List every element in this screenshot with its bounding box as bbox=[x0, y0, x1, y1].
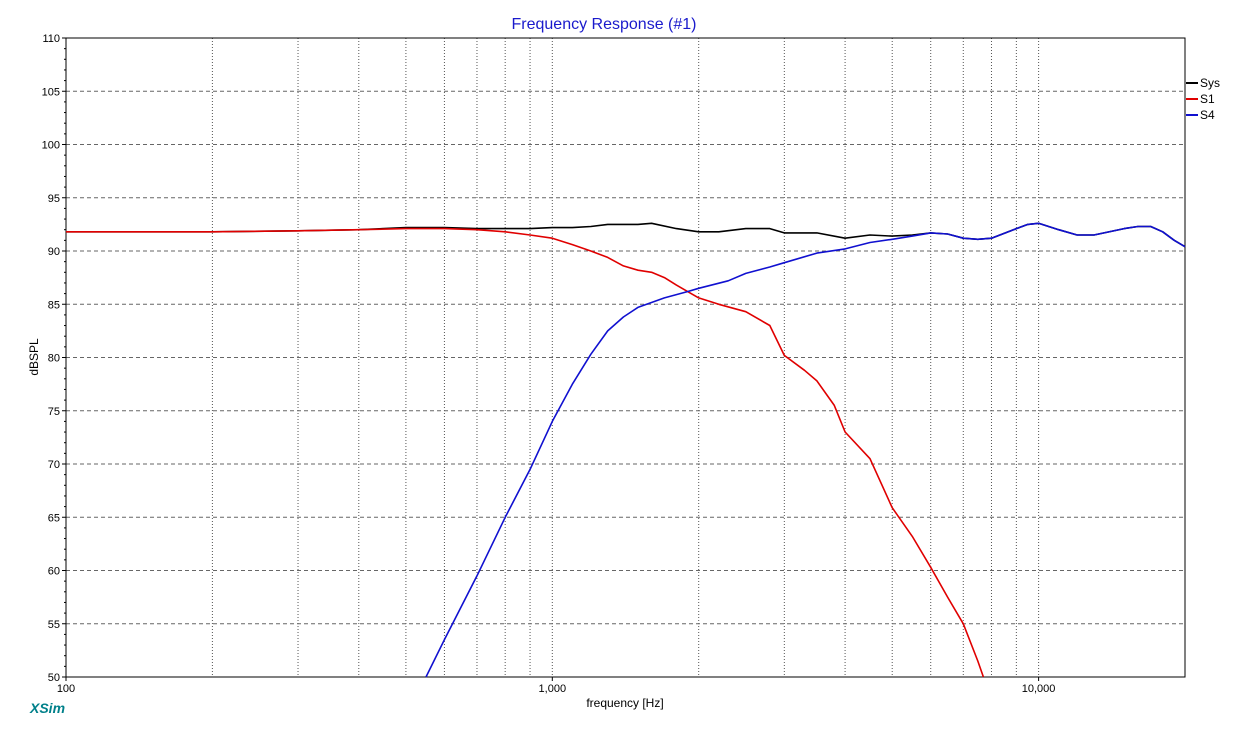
legend-label-s4: S4 bbox=[1200, 108, 1215, 122]
y-axis-ticks: 50 55 60 65 70 75 80 85 90 95 100 105 110 bbox=[42, 33, 66, 684]
x-tick-label: 1,000 bbox=[539, 683, 567, 695]
y-tick-label: 105 bbox=[42, 86, 60, 98]
y-tick-label: 110 bbox=[42, 33, 60, 45]
y-tick-label: 80 bbox=[48, 353, 60, 365]
series-lines bbox=[66, 222, 1186, 678]
brand-logo: XSim bbox=[29, 700, 65, 716]
legend: Sys S1 S4 bbox=[1186, 76, 1220, 122]
y-tick-label: 95 bbox=[48, 193, 60, 205]
legend-label-sys: Sys bbox=[1200, 76, 1220, 90]
chart-title: Frequency Response (#1) bbox=[512, 16, 697, 33]
y-tick-label: 75 bbox=[48, 406, 60, 418]
y-tick-label: 85 bbox=[48, 299, 60, 311]
y-tick-label: 70 bbox=[48, 459, 60, 471]
series-line-sys bbox=[66, 222, 1186, 248]
series-line-s1 bbox=[66, 227, 985, 678]
x-tick-label: 100 bbox=[57, 683, 75, 695]
y-tick-label: 60 bbox=[48, 566, 60, 578]
grid-lines bbox=[66, 38, 1185, 677]
series-line-s4 bbox=[425, 222, 1186, 678]
plot-area-frame bbox=[65, 37, 1186, 678]
x-tick-label: 10,000 bbox=[1022, 683, 1056, 695]
y-tick-label: 50 bbox=[48, 672, 60, 684]
x-axis-label: frequency [Hz] bbox=[586, 696, 663, 710]
y-tick-label: 55 bbox=[48, 619, 60, 631]
y-tick-label: 90 bbox=[48, 246, 60, 258]
y-axis-label: dBSPL bbox=[27, 338, 41, 376]
y-tick-label: 100 bbox=[42, 140, 60, 152]
y-tick-label: 65 bbox=[48, 512, 60, 524]
legend-label-s1: S1 bbox=[1200, 92, 1215, 106]
x-axis-ticks: 100 1,000 10,000 bbox=[57, 677, 1056, 695]
